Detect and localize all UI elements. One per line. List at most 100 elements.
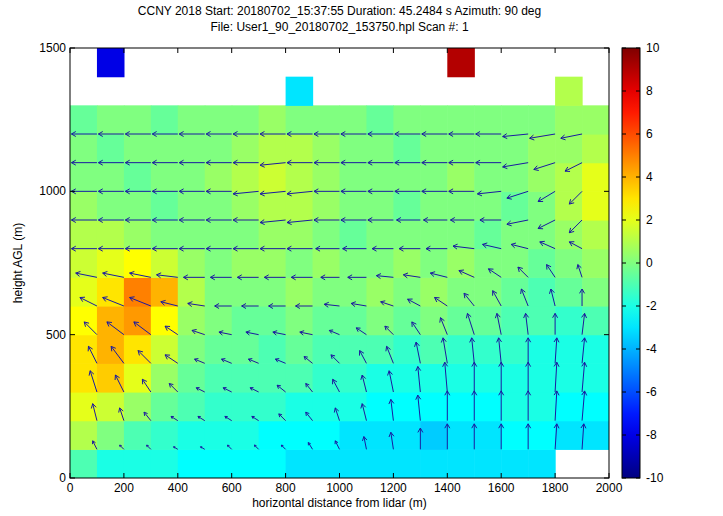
cell [340,220,368,249]
cell [501,220,529,249]
cell [340,363,368,392]
wind-vector [524,313,529,334]
cell [259,335,287,364]
wind-vector [331,355,340,364]
wind-vector [210,275,231,280]
cell [124,105,152,134]
wind-vector [472,424,477,450]
cell [70,105,98,134]
vectors [71,132,586,450]
title: CCNY 2018 Start: 20180702_15:37:55 Durat… [138,4,541,18]
cell [97,306,125,335]
colorbar-tick [636,91,640,92]
cell [501,335,529,364]
wind-vector [277,385,286,392]
cell [555,191,583,220]
wind-vector [260,132,286,137]
cell [70,421,98,450]
colorbar-tick [622,306,626,307]
cell [555,249,583,278]
cell [313,163,341,192]
cell [366,134,394,163]
cell [420,163,448,192]
cell [340,249,368,278]
wind-vector [361,375,367,392]
wind-vector [125,160,151,165]
wind-vector [443,362,448,392]
cell [151,105,179,134]
wind-vector [554,362,559,392]
cell [393,306,421,335]
wind-vector [376,274,393,279]
cell [528,392,556,421]
cell [420,277,448,306]
cell [205,392,233,421]
wind-vector [476,160,502,165]
cell [313,220,341,249]
cell [393,191,421,220]
wind-vector [333,379,340,392]
cell [97,335,125,364]
colorbar-tick [636,48,640,49]
wind-vector [242,304,259,309]
wind-vector [314,132,340,137]
cell [178,306,206,335]
cell [205,163,233,192]
wind-vector [260,191,286,196]
cell [582,392,609,421]
cell [178,335,206,364]
colorbar-tick [622,48,626,49]
cell [70,163,98,192]
x-tick [609,48,610,53]
cell [151,191,179,220]
colorbar-tick-label: 8 [646,84,653,98]
wind-vector [488,269,501,278]
cell [366,105,394,134]
cell [313,105,341,134]
wind-vector [206,132,232,137]
wind-vector [389,432,394,449]
x-tick [285,48,286,53]
cell [582,249,609,278]
cell [366,306,394,335]
cell [151,277,179,306]
wind-vector [125,246,151,251]
wind-vector [227,445,231,449]
colorbar-tick-label: -4 [646,342,657,356]
y-tick-label: 0 [59,471,66,485]
cell [97,220,125,249]
cell [528,134,556,163]
cell [232,105,260,134]
cell [447,134,475,163]
cell [393,335,421,364]
x-tick [70,473,71,478]
colorbar-tick-label: 0 [646,256,653,270]
x-tick-label: 600 [222,481,242,495]
wind-vector [582,362,587,392]
cell [97,392,125,421]
cell [286,249,314,278]
colorbar-tick-label: 2 [646,213,653,227]
wind-vector [351,302,366,307]
wind-vector [426,246,447,251]
cell [124,249,152,278]
wind-vector [130,297,151,306]
cell [501,449,529,478]
cell [393,105,421,134]
cell [124,449,152,478]
wind-vector [453,244,474,249]
cell [447,421,475,450]
wind-vector [246,331,259,335]
wind-vector [483,243,502,249]
wind-vector [98,160,124,165]
wind-vector [179,132,205,137]
cell [259,220,287,249]
cell [286,191,314,220]
cell [70,335,98,364]
wind-vector [470,338,475,364]
cell [501,277,529,306]
wind-vector [275,359,285,364]
cell [555,77,583,106]
colorbar-tick [636,134,640,135]
cell [366,249,394,278]
